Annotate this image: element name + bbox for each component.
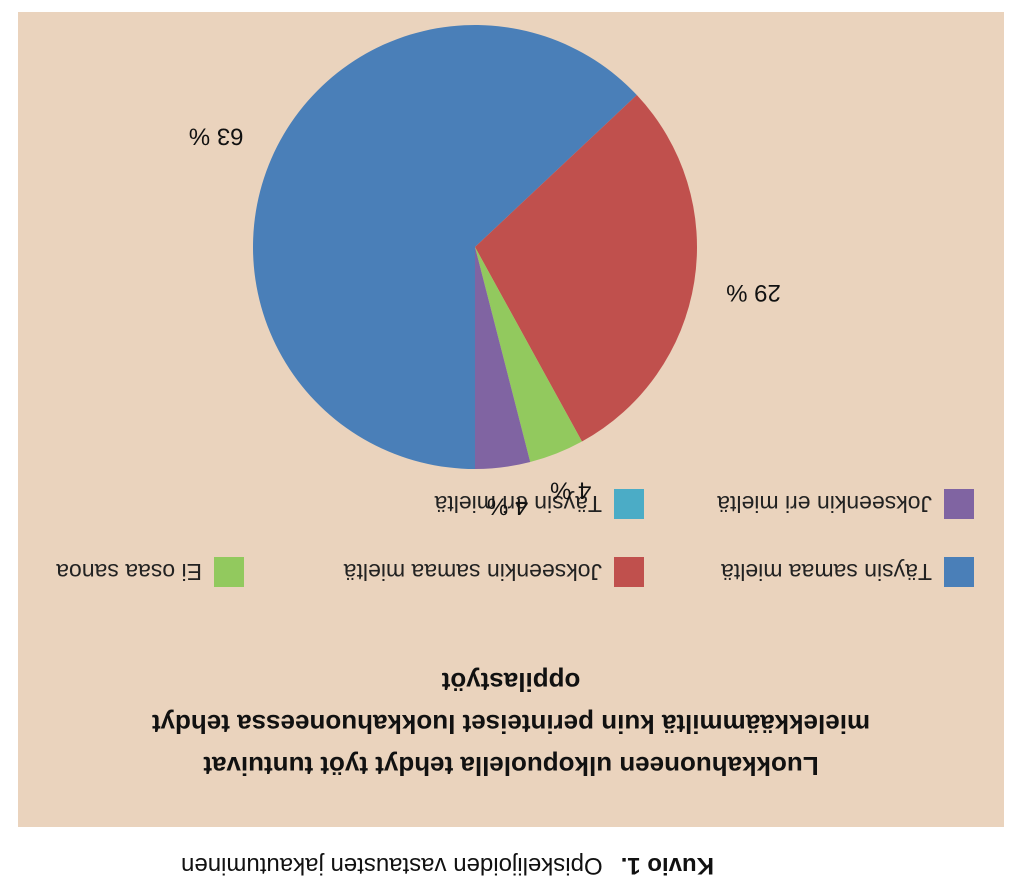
- pie-slice-0: [253, 25, 637, 469]
- data-label-0: 63 %: [189, 123, 244, 150]
- data-label-1: 29 %: [726, 279, 781, 306]
- pie-slice-3: [475, 247, 531, 469]
- pie-slice-2: [475, 247, 582, 463]
- data-label-3: 4 %: [487, 493, 528, 520]
- data-label-2: 4 %: [550, 476, 591, 503]
- pie-slice-1: [475, 95, 697, 442]
